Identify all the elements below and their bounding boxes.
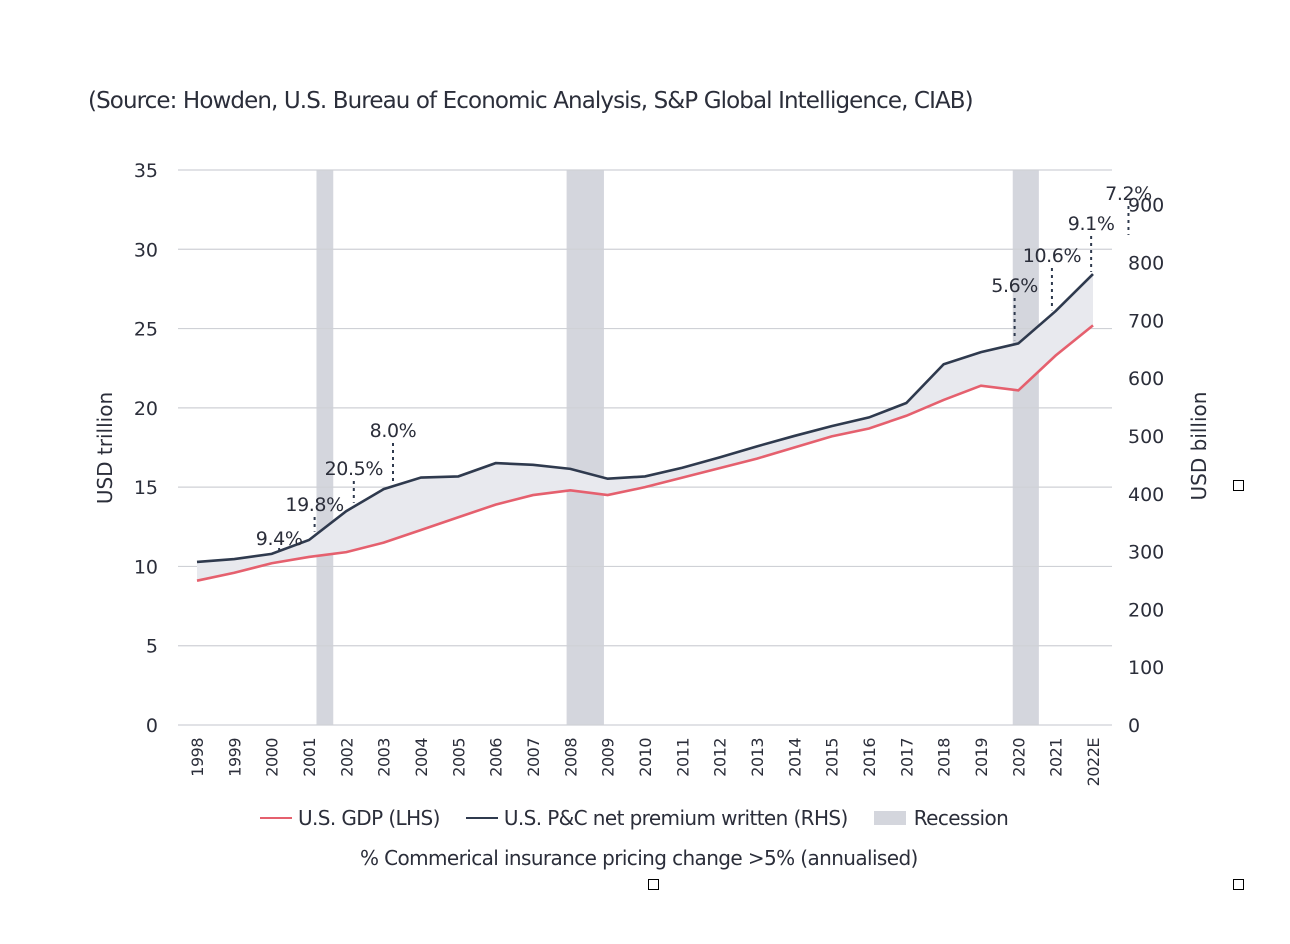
x-tick-label: 1999 bbox=[225, 738, 244, 777]
x-tick-label: 2011 bbox=[673, 738, 692, 777]
legend-item-recession: Recession bbox=[873, 806, 1009, 830]
annotation-label: 20.5% bbox=[325, 458, 383, 480]
x-tick-label: 2022E bbox=[1084, 738, 1103, 787]
x-tick-label: 2001 bbox=[300, 738, 319, 777]
annotation-label: 8.0% bbox=[370, 420, 417, 442]
selection-handle[interactable] bbox=[1233, 480, 1244, 491]
x-tick-label: 2010 bbox=[636, 738, 655, 777]
x-tick-label: 2007 bbox=[524, 738, 543, 777]
x-tick-label: 2017 bbox=[897, 738, 916, 777]
annotation-label: 9.4% bbox=[256, 528, 303, 550]
recession-band bbox=[566, 170, 604, 725]
x-tick-label: 2014 bbox=[785, 738, 804, 777]
y2-tick-label: 600 bbox=[1128, 368, 1164, 390]
annotation-label: 5.6% bbox=[991, 275, 1038, 297]
x-tick-label: 2012 bbox=[711, 738, 730, 777]
y2-axis-title: USD billion bbox=[1187, 392, 1211, 501]
series-gap-fill bbox=[197, 274, 1093, 581]
x-tick-label: 2002 bbox=[337, 738, 356, 777]
y2-tick-label: 0 bbox=[1128, 715, 1140, 737]
y2-tick-label: 800 bbox=[1128, 253, 1164, 275]
y2-tick-label: 200 bbox=[1128, 599, 1164, 621]
legend-swatch-pc bbox=[465, 817, 498, 819]
y-tick-label: 5 bbox=[146, 636, 158, 658]
legend-label-pc: U.S. P&C net premium written (RHS) bbox=[503, 806, 849, 830]
legend-label-gdp: U.S. GDP (LHS) bbox=[298, 806, 440, 830]
recession-band bbox=[316, 170, 334, 725]
x-tick-label: 2003 bbox=[375, 738, 394, 777]
chart-footnote: % Commerical insurance pricing change >5… bbox=[360, 846, 918, 870]
legend-item-pc: U.S. P&C net premium written (RHS) bbox=[465, 806, 849, 830]
annotation-label: 19.8% bbox=[285, 494, 343, 516]
y-tick-label: 15 bbox=[134, 477, 158, 499]
selection-handle[interactable] bbox=[648, 879, 659, 890]
legend-swatch-gdp bbox=[260, 817, 292, 819]
recession-band bbox=[1012, 170, 1039, 725]
y-tick-label: 35 bbox=[134, 160, 158, 182]
y2-tick-label: 100 bbox=[1128, 657, 1164, 679]
x-tick-label: 2004 bbox=[412, 738, 431, 777]
chart-source: (Source: Howden, U.S. Bureau of Economic… bbox=[88, 88, 974, 114]
y2-tick-label: 500 bbox=[1128, 426, 1164, 448]
x-tick-label: 2006 bbox=[487, 738, 506, 777]
x-tick-label: 2008 bbox=[561, 738, 580, 777]
y-axis-title: USD trillion bbox=[93, 392, 117, 504]
annotation-label: 9.1% bbox=[1068, 213, 1115, 235]
x-tick-label: 2019 bbox=[972, 738, 991, 777]
legend-label-recession: Recession bbox=[913, 806, 1009, 830]
x-tick-label: 2005 bbox=[449, 738, 468, 777]
x-tick-label: 2000 bbox=[263, 738, 282, 777]
legend-swatch-recession bbox=[873, 811, 906, 825]
x-tick-label: 2018 bbox=[935, 738, 954, 777]
y-tick-label: 30 bbox=[134, 239, 158, 261]
annotation-label: 10.6% bbox=[1023, 245, 1081, 267]
annotation-label: 7.2% bbox=[1105, 183, 1152, 205]
y-tick-label: 20 bbox=[134, 398, 158, 420]
x-tick-label: 2013 bbox=[748, 738, 767, 777]
line-chart: 0 5 10 15 20 25 30 35 0 100 200 300 400 500 600 700 800 9… bbox=[93, 160, 1211, 787]
x-tick-label: 2015 bbox=[823, 738, 842, 777]
legend-item-gdp: U.S. GDP (LHS) bbox=[260, 806, 440, 830]
x-tick-label: 1998 bbox=[188, 738, 207, 777]
y2-tick-label: 400 bbox=[1128, 484, 1164, 506]
y-tick-label: 25 bbox=[134, 319, 158, 341]
y2-tick-label: 700 bbox=[1128, 310, 1164, 332]
selection-handle[interactable] bbox=[1233, 879, 1244, 890]
x-tick-label: 2016 bbox=[860, 738, 879, 777]
y2-tick-label: 900 bbox=[1128, 195, 1164, 217]
x-tick-label: 2020 bbox=[1009, 738, 1028, 777]
x-tick-label: 2021 bbox=[1047, 738, 1066, 777]
y2-tick-label: 300 bbox=[1128, 542, 1164, 564]
chart-legend: U.S. GDP (LHS) U.S. P&C net premium writ… bbox=[260, 806, 1034, 830]
y-tick-label: 10 bbox=[134, 556, 158, 578]
x-tick-label: 2009 bbox=[599, 738, 618, 777]
y-tick-label: 0 bbox=[146, 715, 158, 737]
